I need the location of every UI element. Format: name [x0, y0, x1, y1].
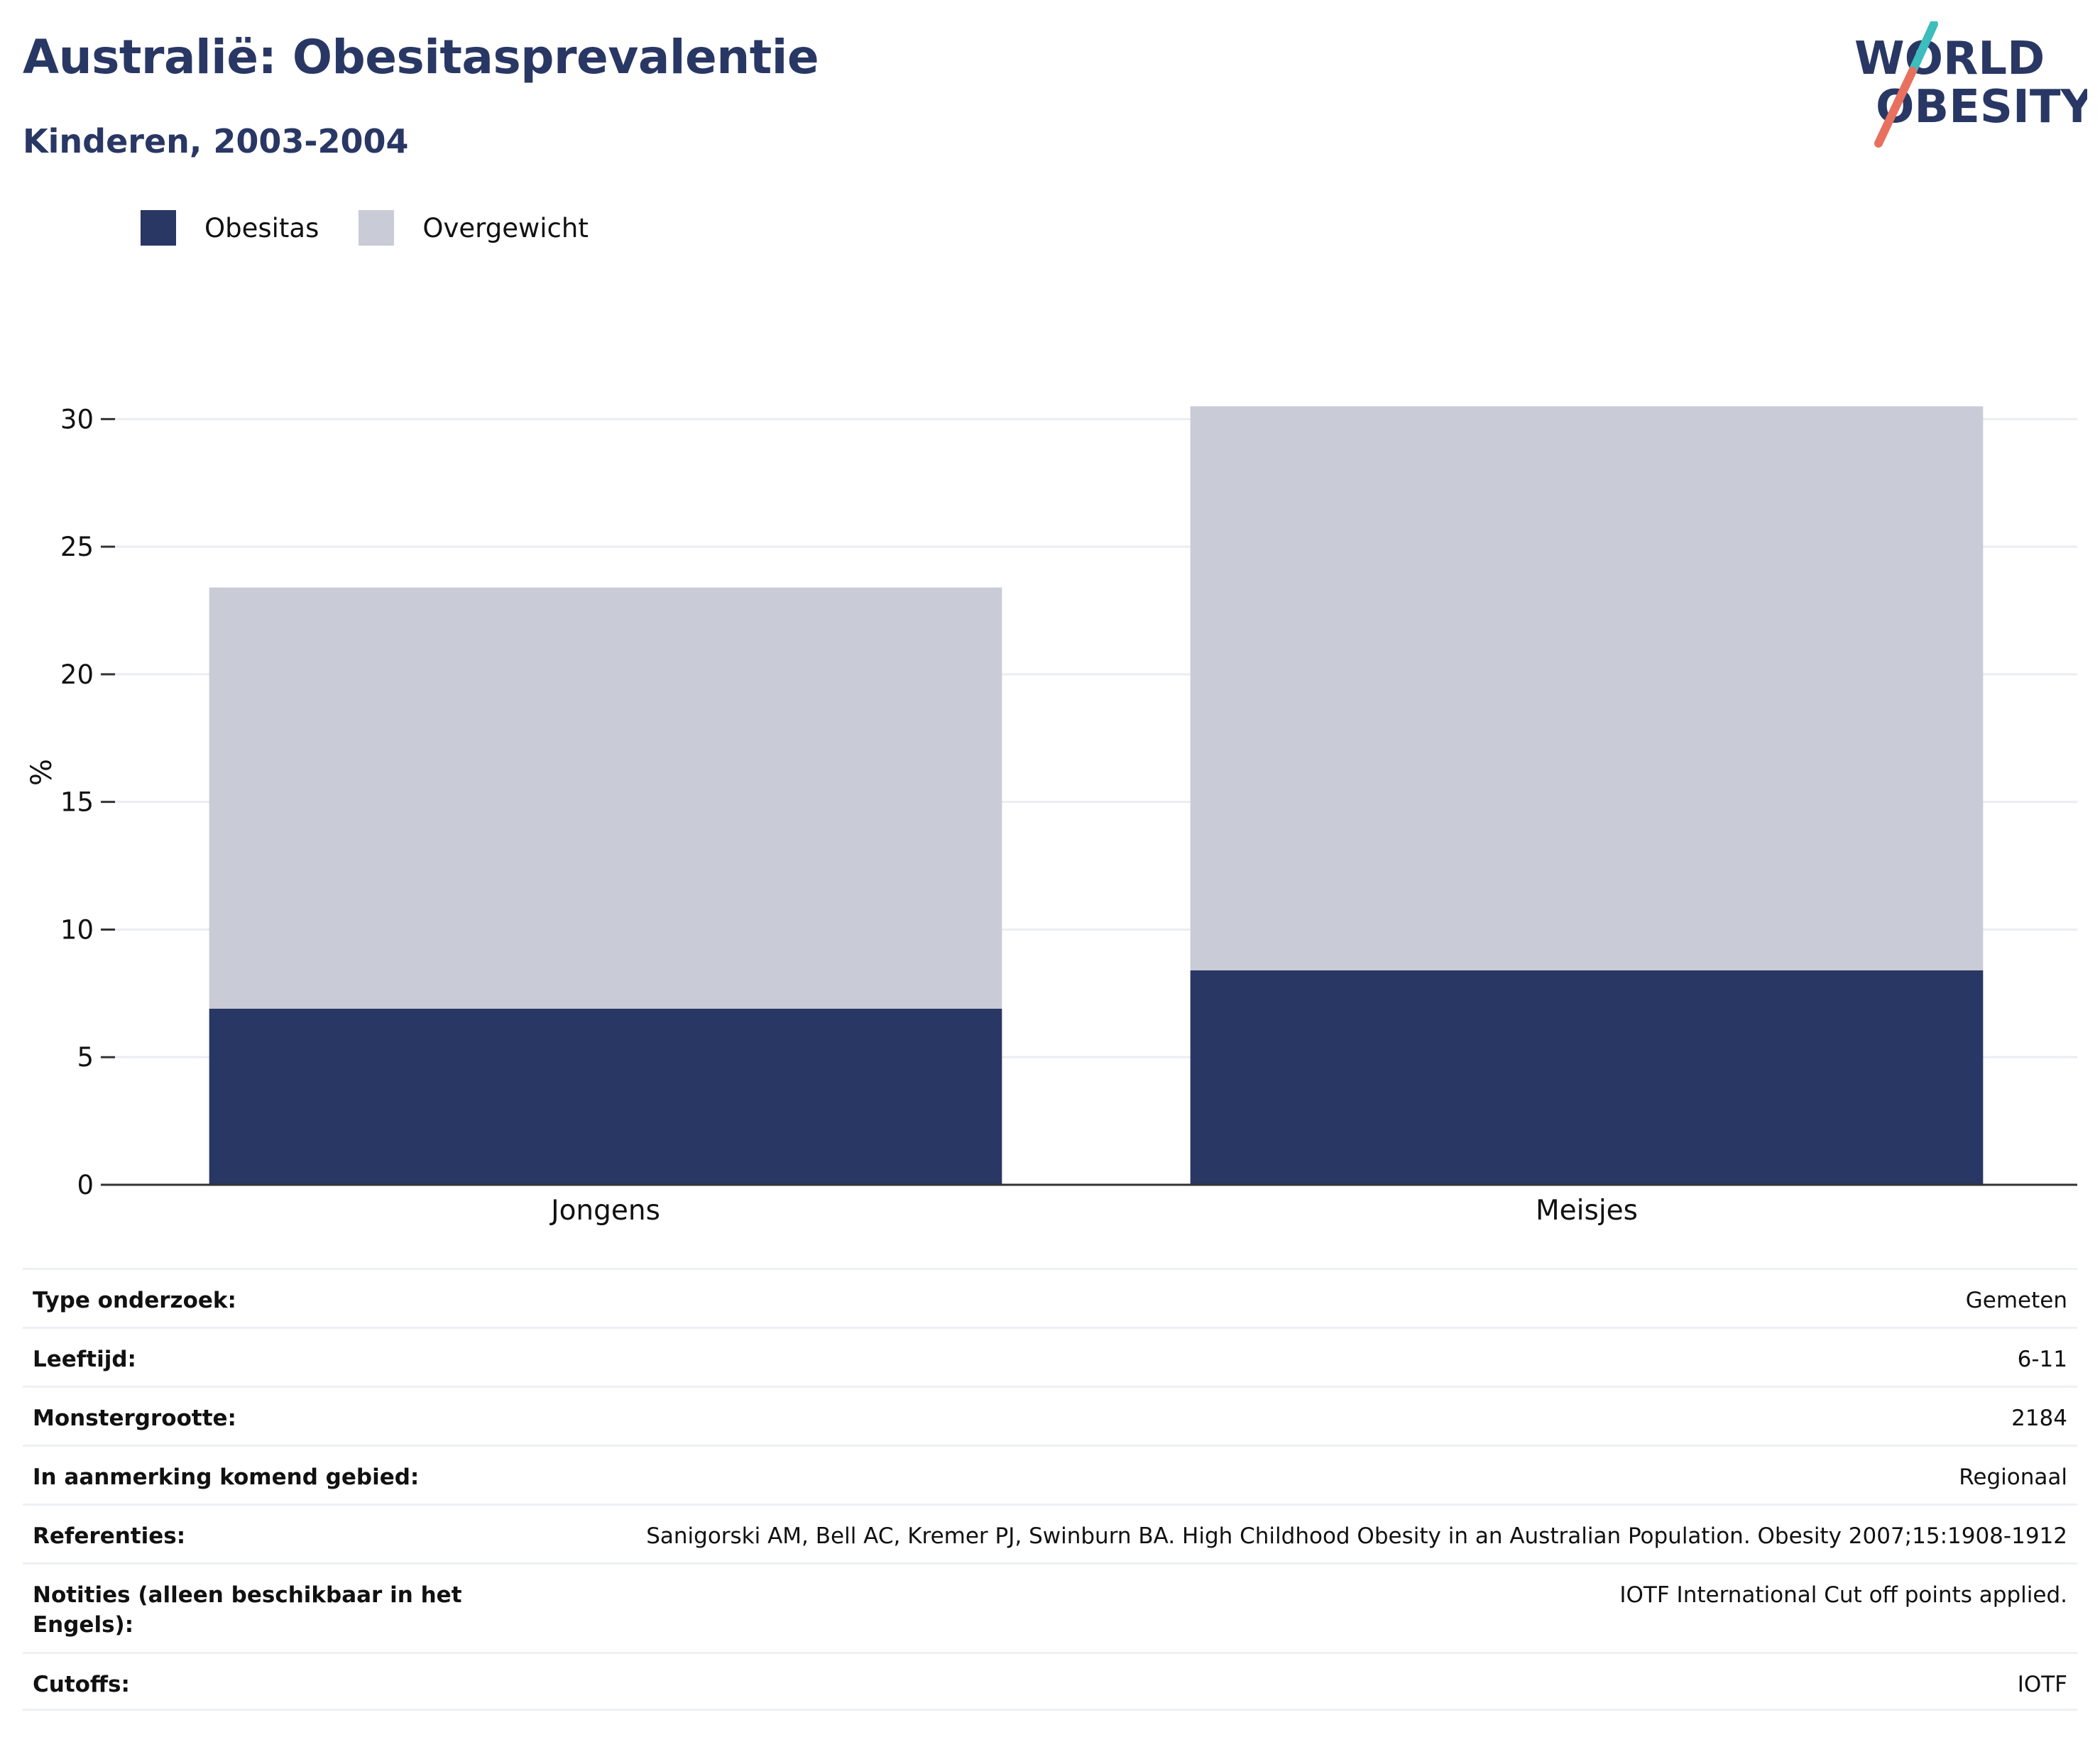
info-key: Type onderzoek:: [33, 1288, 236, 1313]
info-value: Sanigorski AM, Bell AC, Kremer PJ, Swinb…: [646, 1523, 2067, 1549]
y-tick-label: 5: [77, 1042, 94, 1073]
info-row-references: Referenties: Sanigorski AM, Bell AC, Kre…: [23, 1504, 2077, 1562]
axes: 0 5 10 15 20 25 30 Jongens Meisjes: [60, 404, 2077, 1227]
legend-swatch-overgewicht: [359, 210, 395, 246]
bar-obesitas-meisjes: [1190, 970, 1984, 1185]
info-row-notes: Notities (alleen beschikbaar in het Enge…: [23, 1562, 2077, 1652]
info-row-age: Leeftijd: 6-11: [23, 1327, 2077, 1386]
info-row-area: In aanmerking komend gebied: Regionaal: [23, 1445, 2077, 1504]
stacked-bar-chart: 0 5 10 15 20 25 30 Jongens Meisjes %: [26, 404, 2077, 1227]
chart-legend: Obesitas Overgewicht: [141, 210, 628, 246]
world-obesity-logo: WORLD OBESITY: [1854, 21, 2087, 148]
bars: [209, 406, 1984, 1185]
x-tick-label: Jongens: [549, 1195, 660, 1227]
info-value: 6-11: [2017, 1347, 2067, 1372]
legend-swatch-obesitas: [141, 210, 176, 246]
info-key: In aanmerking komend gebied:: [33, 1464, 420, 1490]
y-tick-label: 0: [77, 1170, 94, 1200]
info-key: Referenties:: [33, 1523, 186, 1549]
y-tick-label: 25: [60, 532, 94, 562]
legend-item-obesitas[interactable]: Obesitas: [141, 210, 319, 246]
page-title: Australië: Obesitasprevalentie: [23, 30, 819, 84]
info-key: Leeftijd:: [33, 1347, 136, 1372]
logo-slash-teal: [1908, 21, 1938, 75]
logo-line-1: WORLD: [1854, 33, 2045, 85]
bar-overgewicht-jongens: [209, 587, 1002, 1009]
y-tick-label: 30: [60, 404, 94, 434]
y-tick-label: 15: [60, 787, 94, 818]
y-tick-label: 20: [60, 659, 94, 690]
bar-obesitas-jongens: [209, 1008, 1002, 1185]
info-key: Notities (alleen beschikbaar in het Enge…: [33, 1582, 462, 1638]
y-axis-label: %: [26, 759, 58, 786]
info-value: IOTF International Cut off points applie…: [1619, 1582, 2067, 1608]
info-key: Monstergrootte:: [33, 1406, 236, 1431]
bar-overgewicht-meisjes: [1190, 406, 1984, 970]
x-tick-label: Meisjes: [1536, 1195, 1638, 1227]
y-tick-label: 10: [60, 914, 94, 945]
page-subtitle: Kinderen, 2003-2004: [23, 122, 409, 160]
info-row-sample: Monstergrootte: 2184: [23, 1386, 2077, 1445]
info-row-cutoffs: Cutoffs: IOTF: [23, 1652, 2077, 1711]
info-row-type: Type onderzoek: Gemeten: [23, 1268, 2077, 1327]
info-value: IOTF: [2017, 1672, 2067, 1697]
study-info-table: Type onderzoek: Gemeten Leeftijd: 6-11 M…: [23, 1268, 2077, 1711]
info-value: Regionaal: [1959, 1464, 2067, 1490]
legend-label-obesitas: Obesitas: [204, 212, 319, 243]
legend-item-overgewicht[interactable]: Overgewicht: [359, 210, 589, 246]
info-key: Cutoffs:: [33, 1672, 130, 1697]
logo-line-2: OBESITY: [1876, 81, 2087, 133]
info-value: Gemeten: [1965, 1288, 2067, 1313]
legend-label-overgewicht: Overgewicht: [422, 212, 589, 243]
logo-slash-coral: [1874, 67, 1917, 148]
info-value: 2184: [2011, 1406, 2067, 1431]
